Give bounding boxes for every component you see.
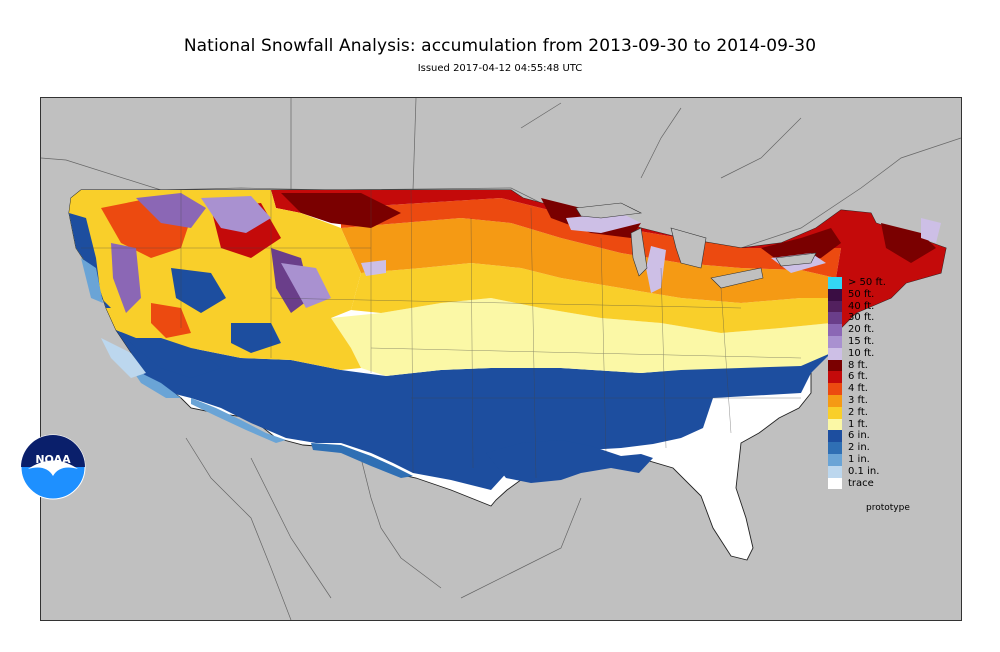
legend-swatch [828,347,842,360]
legend-label: 1 in. [848,453,870,465]
legend-swatch [828,300,842,313]
legend-label: 2 ft. [848,406,868,418]
legend-label: 4 ft. [848,383,868,395]
legend-item: 6 ft. [828,371,918,384]
legend-item: 6 in. [828,430,918,443]
legend-label: 8 ft. [848,359,868,371]
legend-item: 1 ft. [828,418,918,431]
legend-label: 20 ft. [848,324,875,336]
legend-item: 40 ft. [828,300,918,313]
legend-swatch [828,288,842,301]
legend-swatch [828,442,842,454]
legend: > 50 ft. 50 ft. 40 ft. 30 ft. 20 ft. 15 ft. 10… [828,277,918,490]
legend-swatch [828,453,842,466]
legend-label: 40 ft. [848,300,875,312]
legend-label: 30 ft. [848,312,875,324]
legend-swatch [828,335,842,348]
legend-item: 20 ft. [828,324,918,336]
legend-label: 2 in. [848,442,870,454]
svg-text:NOAA: NOAA [35,453,71,466]
map-title: National Snowfall Analysis: accumulation… [183,36,817,56]
legend-label: 15 ft. [848,335,875,347]
legend-swatch [828,277,842,289]
legend-label: > 50 ft. [848,277,886,288]
state-borders [81,189,802,479]
legend-swatch [828,418,842,431]
legend-swatch [828,465,842,478]
prototype-note: prototype [866,503,910,513]
legend-swatch [828,430,842,443]
legend-label: 6 in. [848,430,870,442]
legend-swatch [828,477,842,490]
legend-swatch [828,312,842,325]
legend-item: 2 in. [828,442,918,454]
noaa-logo: NOAA [20,434,86,500]
legend-label: 0.1 in. [848,465,880,477]
map-canvas [41,98,961,620]
legend-label: 10 ft. [848,347,875,359]
legend-label: 1 ft. [848,418,868,430]
legend-item: 15 ft. [828,335,918,348]
legend-item: 2 ft. [828,406,918,419]
legend-item: 50 ft. [828,288,918,301]
snow-bands [69,190,946,490]
legend-swatch [828,324,842,336]
legend-item: 3 ft. [828,394,918,407]
legend-swatch [828,406,842,419]
legend-item: 30 ft. [828,312,918,325]
legend-item: 1 in. [828,453,918,466]
legend-swatch [828,371,842,384]
legend-label: trace [848,477,874,489]
legend-item: 10 ft. [828,347,918,360]
legend-label: 6 ft. [848,371,868,383]
snowfall-map [40,97,962,621]
legend-item: 8 ft. [828,359,918,372]
issued-timestamp: Issued 2017-04-12 04:55:48 UTC [417,63,583,74]
legend-label: 50 ft. [848,288,875,300]
legend-label: 3 ft. [848,394,868,406]
legend-item: > 50 ft. [828,277,918,289]
legend-swatch [828,394,842,407]
legend-swatch [828,359,842,372]
legend-swatch [828,383,842,395]
legend-item: 0.1 in. [828,465,918,478]
legend-item: trace [828,477,918,490]
great-lakes [575,202,817,289]
legend-item: 4 ft. [828,383,918,395]
